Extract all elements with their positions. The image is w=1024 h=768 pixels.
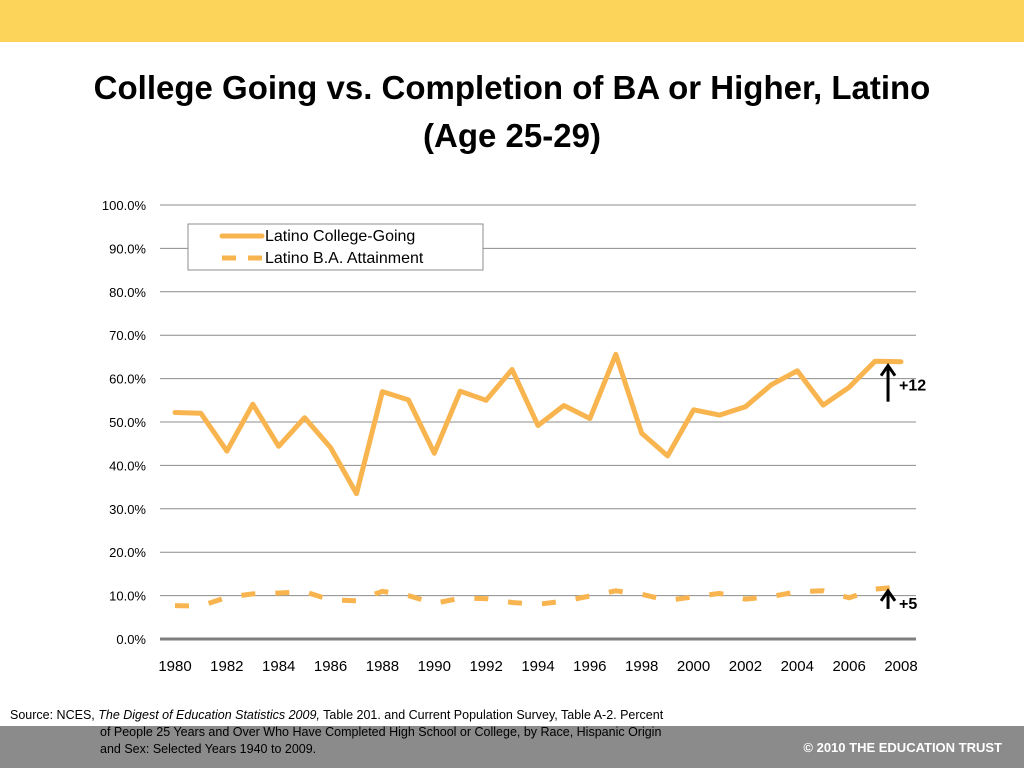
source-line-3: and Sex: Selected Years 1940 to 2009. [100,742,317,756]
x-tick-label: 1988 [366,658,399,675]
source-suffix: Table 201. and Current Population Survey… [319,708,664,722]
chart-series [172,351,904,609]
y-tick-label: 0.0% [116,632,146,647]
x-axis-ticks: 1980 1982 1984 1986 1988 1990 1992 1994 1996 1998… [158,658,917,675]
y-tick-label: 40.0% [109,458,146,473]
x-tick-label: 1980 [158,658,191,675]
footer-band [0,726,1024,768]
series-line-1 [172,351,904,497]
y-tick-label: 50.0% [109,415,146,430]
legend-label-2: Latino B.A. Attainment [265,250,424,267]
page-title: College Going vs. Completion of BA or Hi… [40,64,984,160]
annotation-label: +12 [899,378,926,395]
y-tick-label: 90.0% [109,241,146,256]
line-chart: 0.0% 10.0% 20.0% 30.0% 40.0% 50.0% 60.0% 70.0% 8… [102,198,926,675]
x-tick-label: 1998 [625,658,658,675]
x-tick-label: 2006 [832,658,865,675]
y-tick-label: 70.0% [109,328,146,343]
x-tick-label: 1994 [521,658,554,675]
y-tick-label: 80.0% [109,285,146,300]
chart-grid [160,204,916,641]
top-accent-band [0,0,1024,42]
title-line-1: College Going vs. Completion of BA or Hi… [93,69,931,106]
x-tick-label: 2002 [729,658,762,675]
y-tick-label: 100.0% [102,198,147,213]
legend-box [187,223,484,271]
y-tick-label: 60.0% [109,372,146,387]
x-tick-label: 2004 [781,658,814,675]
x-tick-label: 1990 [418,658,451,675]
y-tick-label: 20.0% [109,545,146,560]
x-tick-label: 1986 [314,658,347,675]
x-tick-label: 1982 [210,658,243,675]
source-prefix: Source: NCES, [10,708,99,722]
legend-label-1: Latino College-Going [265,228,415,245]
x-tick-label: 1992 [469,658,502,675]
annotation-label: +5 [899,596,917,613]
y-tick-label: 10.0% [109,589,146,604]
y-tick-label: 30.0% [109,502,146,517]
x-tick-label: 2008 [884,658,917,675]
chart-legend: Latino College-Going Latino B.A. Attainme… [187,223,484,271]
source-line-2: of People 25 Years and Over Who Have Com… [100,725,662,739]
series-line-2 [174,584,902,609]
x-tick-label: 1996 [573,658,606,675]
y-axis-ticks: 0.0% 10.0% 20.0% 30.0% 40.0% 50.0% 60.0% 70.0% 8… [102,198,147,647]
x-tick-label: 1984 [262,658,295,675]
x-tick-label: 2000 [677,658,710,675]
title-line-2: (Age 25-29) [423,117,601,154]
annotation-arrow-head [879,363,897,377]
annotation-arrow-head [879,588,897,602]
source-italic: The Digest of Education Statistics 2009, [98,708,320,722]
copyright-text: © 2010 THE EDUCATION TRUST [803,740,1002,755]
source-note: Source: NCES, The Digest of Education St… [10,707,770,758]
chart-annotations: +12 +5 [879,363,926,613]
